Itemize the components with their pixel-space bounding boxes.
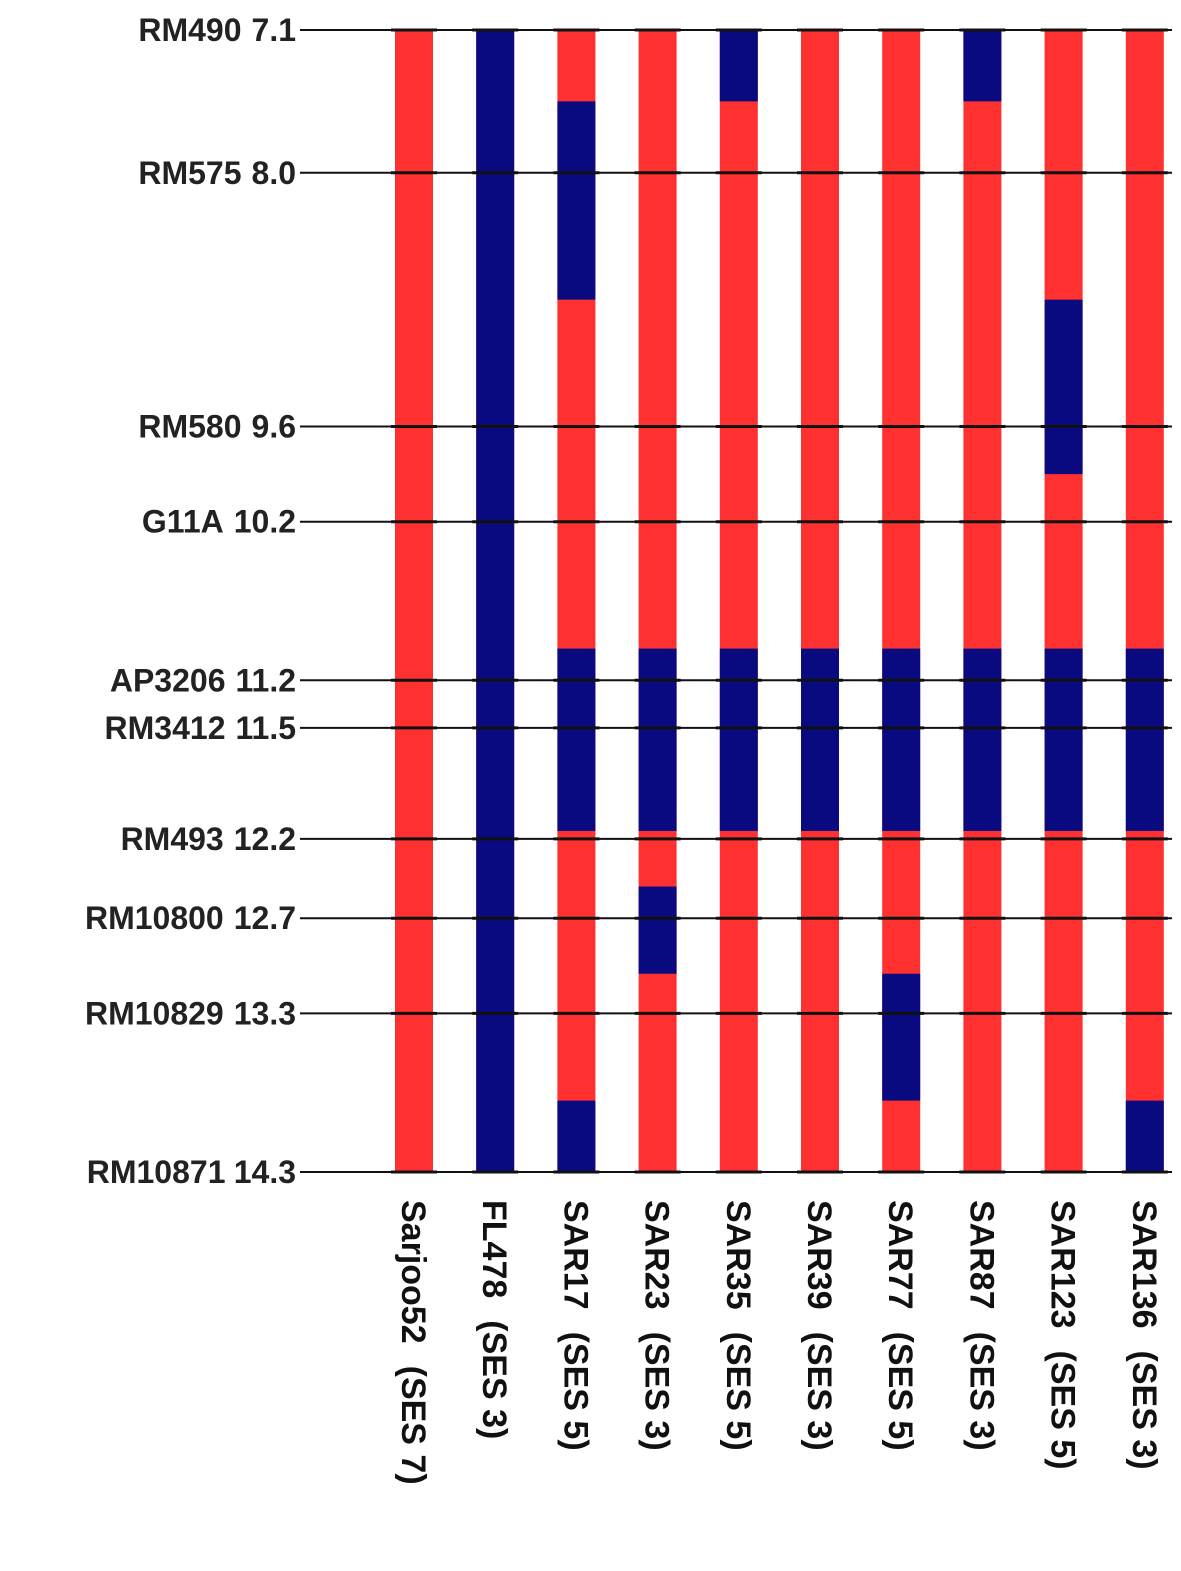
- bar-sar136-donor-segment-1: [1125, 648, 1164, 831]
- marker-position: 11.5: [235, 710, 296, 746]
- line-label-sar136: SAR136 (SES 3): [1125, 1200, 1163, 1470]
- marker-name: RM490: [138, 12, 241, 48]
- line-score: (SES 3): [800, 1332, 838, 1451]
- line-name: FL478: [475, 1200, 513, 1298]
- marker-name: RM3412: [105, 710, 226, 746]
- bar-sar87-donor-segment-1: [963, 30, 1002, 102]
- marker-position: 11.2: [235, 662, 296, 698]
- line-name: Sarjoo52: [394, 1200, 432, 1344]
- line-label-sarjoo52: Sarjoo52 (SES 7): [394, 1200, 432, 1485]
- marker-name: RM10800: [85, 900, 224, 936]
- line-label-fl478: FL478 (SES 3): [475, 1200, 513, 1439]
- line-score: (SES 5): [881, 1332, 919, 1451]
- genotype-bars: [395, 30, 1164, 1172]
- line-name: SAR123: [1044, 1200, 1082, 1329]
- line-score: (SES 3): [638, 1332, 676, 1451]
- bar-sar17-donor-segment-3: [557, 1100, 596, 1172]
- line-score: (SES 5): [556, 1332, 594, 1451]
- bar-sarjoo52: [395, 30, 433, 1172]
- bar-sar35: [719, 30, 758, 1172]
- marker-name: RM10871: [87, 1154, 225, 1190]
- bar-sar123-donor-segment-2: [1044, 648, 1083, 831]
- line-label-sar87: SAR87 (SES 3): [962, 1200, 1000, 1451]
- marker-name: G11A: [142, 504, 224, 540]
- marker-position: 7.1: [252, 12, 296, 48]
- marker-labels: RM490 7.1 RM575 8.0 RM580 9.6 G11A 10.2 AP3206 11…: [85, 12, 296, 1190]
- bar-sar17-donor-segment-2: [557, 648, 596, 831]
- bar-sar77-donor-segment-2: [882, 973, 921, 1101]
- marker-label-rm10800: RM10800 12.7: [85, 900, 296, 936]
- bar-sar77-donor-segment-1: [882, 648, 921, 831]
- line-label-sar39: SAR39 (SES 3): [800, 1200, 838, 1451]
- line-name: SAR35: [719, 1200, 757, 1310]
- marker-position: 13.3: [234, 995, 296, 1031]
- bar-fl478-donor-segment-1: [476, 30, 515, 1172]
- line-score: (SES 3): [962, 1332, 1000, 1451]
- bar-sar23-donor-segment-1: [638, 648, 677, 831]
- line-name: SAR77: [881, 1200, 919, 1310]
- marker-label-rm10871: RM10871 14.3: [87, 1154, 296, 1190]
- bar-sar123: [1044, 30, 1083, 1172]
- line-label-sar35: SAR35 (SES 5): [719, 1200, 757, 1451]
- line-score: (SES 3): [475, 1320, 513, 1439]
- bar-sar136: [1125, 30, 1164, 1172]
- line-score: (SES 7): [394, 1366, 432, 1485]
- line-label-sar77: SAR77 (SES 5): [881, 1200, 919, 1451]
- marker-position: 14.3: [234, 1154, 296, 1190]
- bar-sar87-donor-segment-2: [963, 648, 1002, 831]
- line-score: (SES 5): [1044, 1351, 1082, 1470]
- bar-sar123-donor-segment-1: [1044, 299, 1083, 475]
- marker-label-rm490: RM490 7.1: [138, 12, 296, 48]
- bar-sar39-donor-segment-1: [801, 648, 839, 831]
- line-label-sar23: SAR23 (SES 3): [638, 1200, 676, 1451]
- marker-label-rm580: RM580 9.6: [138, 409, 296, 445]
- marker-name: RM10829: [85, 995, 224, 1031]
- line-score: (SES 3): [1125, 1351, 1163, 1470]
- marker-label-rm3412: RM3412 11.5: [105, 710, 296, 746]
- marker-name: RM493: [121, 821, 224, 857]
- bar-sar35-donor-segment-2: [719, 648, 758, 831]
- line-label-sar17: SAR17 (SES 5): [556, 1200, 594, 1451]
- line-name: SAR87: [962, 1200, 1000, 1310]
- marker-position: 10.2: [234, 504, 296, 540]
- bar-sar23-donor-segment-2: [638, 886, 677, 974]
- marker-position: 8.0: [252, 155, 296, 191]
- marker-label-ap3206: AP3206 11.2: [110, 662, 296, 698]
- marker-lines: [300, 28, 1172, 1174]
- marker-name: AP3206: [110, 662, 226, 698]
- bar-sar35-donor-segment-1: [719, 30, 758, 102]
- marker-label-rm493: RM493 12.2: [121, 821, 296, 857]
- marker-position: 9.6: [252, 409, 296, 445]
- bar-sar39: [801, 30, 839, 1172]
- line-labels: Sarjoo52(SES 7)FL478(SES 3)SAR17(SES 5)S…: [394, 1200, 1163, 1485]
- bar-sar17-donor-segment-1: [557, 101, 596, 300]
- marker-label-rm575: RM575 8.0: [138, 155, 296, 191]
- line-name: SAR17: [556, 1200, 594, 1310]
- line-name: SAR136: [1125, 1200, 1163, 1329]
- line-name: SAR39: [800, 1200, 838, 1310]
- bar-sar136-donor-segment-2: [1125, 1100, 1164, 1172]
- marker-position: 12.7: [234, 900, 296, 936]
- marker-label-rm10829: RM10829 13.3: [85, 995, 296, 1031]
- line-score: (SES 5): [719, 1332, 757, 1451]
- marker-position: 12.2: [234, 821, 296, 857]
- line-label-sar123: SAR123 (SES 5): [1044, 1200, 1082, 1470]
- marker-name: RM575: [138, 155, 241, 191]
- marker-label-g11a: G11A 10.2: [142, 504, 296, 540]
- bar-sar87: [963, 30, 1002, 1172]
- bar-sar23: [638, 30, 677, 1172]
- line-name: SAR23: [638, 1200, 676, 1310]
- marker-name: RM580: [138, 409, 241, 445]
